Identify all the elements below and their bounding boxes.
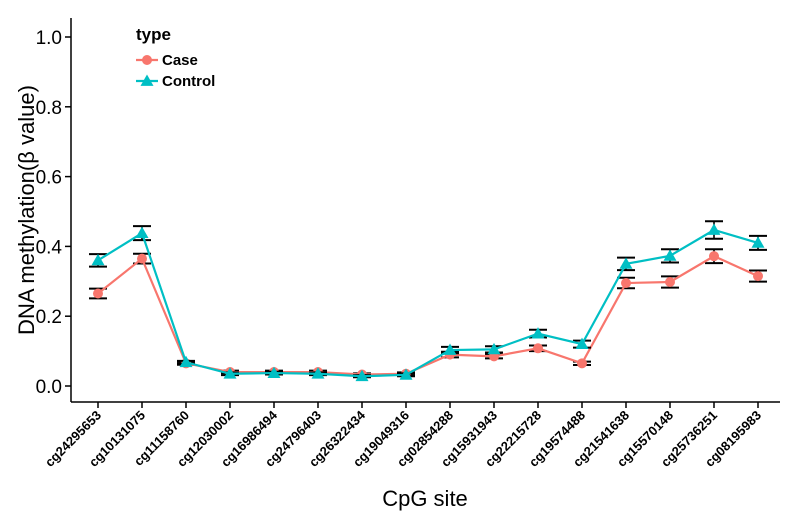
data-point bbox=[665, 276, 675, 287]
data-point bbox=[531, 327, 545, 339]
y-axis-title: DNA methylation(β value) bbox=[14, 85, 39, 335]
data-point bbox=[223, 367, 237, 379]
legend: type Case Control bbox=[136, 25, 215, 90]
data-point bbox=[93, 288, 103, 299]
data-point bbox=[443, 343, 457, 355]
data-point bbox=[751, 236, 765, 248]
series-line bbox=[97, 228, 759, 378]
legend-items: Case Control bbox=[136, 52, 215, 90]
data-point bbox=[135, 226, 149, 239]
data-point bbox=[533, 343, 543, 354]
data-point bbox=[137, 253, 147, 264]
series-layer bbox=[89, 220, 767, 382]
y-tick-label: 0.8 bbox=[36, 98, 62, 119]
legend-swatch-marker bbox=[140, 74, 154, 86]
x-axis-title: CpG site bbox=[382, 486, 468, 511]
data-point bbox=[577, 358, 587, 369]
legend-title: type bbox=[136, 25, 171, 44]
y-tick-label: 1.0 bbox=[36, 28, 62, 49]
data-point bbox=[575, 337, 589, 349]
y-tick-label: 0.2 bbox=[36, 307, 62, 328]
series-line bbox=[97, 254, 759, 376]
data-point bbox=[355, 369, 369, 382]
data-point bbox=[753, 271, 763, 282]
data-point bbox=[621, 278, 631, 289]
x-ticks: cg24295653cg10131075cg11158760cg12030002… bbox=[42, 402, 764, 470]
legend-swatch-marker bbox=[142, 55, 152, 65]
data-point bbox=[179, 355, 193, 368]
data-point bbox=[91, 253, 105, 266]
axes bbox=[70, 18, 780, 403]
legend-label: Control bbox=[162, 73, 215, 90]
data-point bbox=[707, 223, 721, 235]
y-ticks: 0.0 0.2 0.4 0.6 0.8 1.0 bbox=[36, 28, 71, 398]
legend-item-control: Control bbox=[136, 73, 215, 90]
data-point bbox=[399, 368, 413, 380]
data-point bbox=[267, 366, 281, 378]
data-point bbox=[487, 342, 501, 355]
data-point bbox=[663, 249, 677, 261]
y-tick-label: 0.6 bbox=[36, 168, 62, 189]
legend-label: Case bbox=[162, 52, 198, 69]
data-point bbox=[709, 251, 719, 262]
y-tick-label: 0.0 bbox=[36, 377, 62, 398]
data-point bbox=[619, 257, 633, 269]
y-tick-label: 0.4 bbox=[36, 237, 63, 258]
data-point bbox=[311, 367, 325, 379]
legend-item-case: Case bbox=[136, 52, 198, 69]
series-control bbox=[89, 220, 767, 382]
